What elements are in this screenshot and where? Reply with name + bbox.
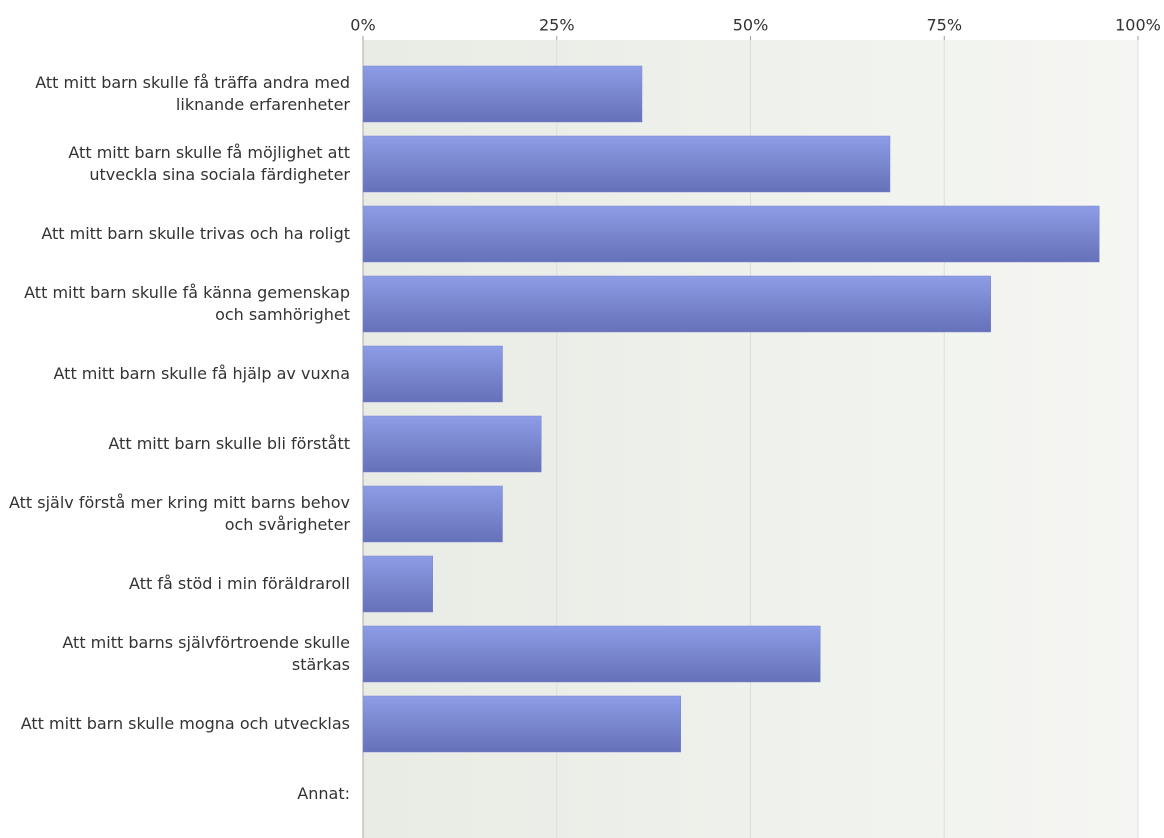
bar bbox=[362, 415, 542, 473]
x-tick-label: 25% bbox=[539, 16, 575, 35]
x-tick-label: 0% bbox=[350, 16, 375, 35]
bar bbox=[362, 135, 891, 193]
y-tick-label: Att själv förstå mer kring mitt barns be… bbox=[8, 493, 350, 534]
y-tick-label: Att mitt barn skulle bli förstått bbox=[108, 434, 350, 453]
bar bbox=[362, 485, 503, 543]
bar bbox=[362, 65, 643, 123]
y-tick-label: Annat: bbox=[297, 784, 350, 803]
y-tick-label: Att mitt barn skulle få träffa andra med… bbox=[35, 73, 350, 114]
bar bbox=[362, 345, 503, 403]
y-tick-label: Att mitt barn skulle trivas och ha rolig… bbox=[41, 224, 350, 243]
y-tick-label: Att få stöd i min föräldraroll bbox=[129, 574, 350, 593]
y-tick-label: Att mitt barn skulle få möjlighet att ut… bbox=[68, 143, 350, 184]
y-tick-label: Att mitt barns självförtroende skulle st… bbox=[62, 633, 350, 674]
y-tick-label: Att mitt barn skulle få känna gemenskap … bbox=[24, 283, 350, 324]
y-tick-label: Att mitt barn skulle mogna och utvecklas bbox=[20, 714, 350, 733]
x-tick-label: 50% bbox=[733, 16, 769, 35]
bar bbox=[362, 275, 991, 333]
x-tick-label: 100% bbox=[1115, 16, 1161, 35]
bar bbox=[362, 625, 821, 683]
y-tick-label: Att mitt barn skulle få hjälp av vuxna bbox=[53, 364, 351, 383]
x-tick-label: 75% bbox=[926, 16, 962, 35]
bar bbox=[362, 555, 433, 613]
bar bbox=[362, 695, 681, 753]
bar bbox=[362, 205, 1100, 263]
